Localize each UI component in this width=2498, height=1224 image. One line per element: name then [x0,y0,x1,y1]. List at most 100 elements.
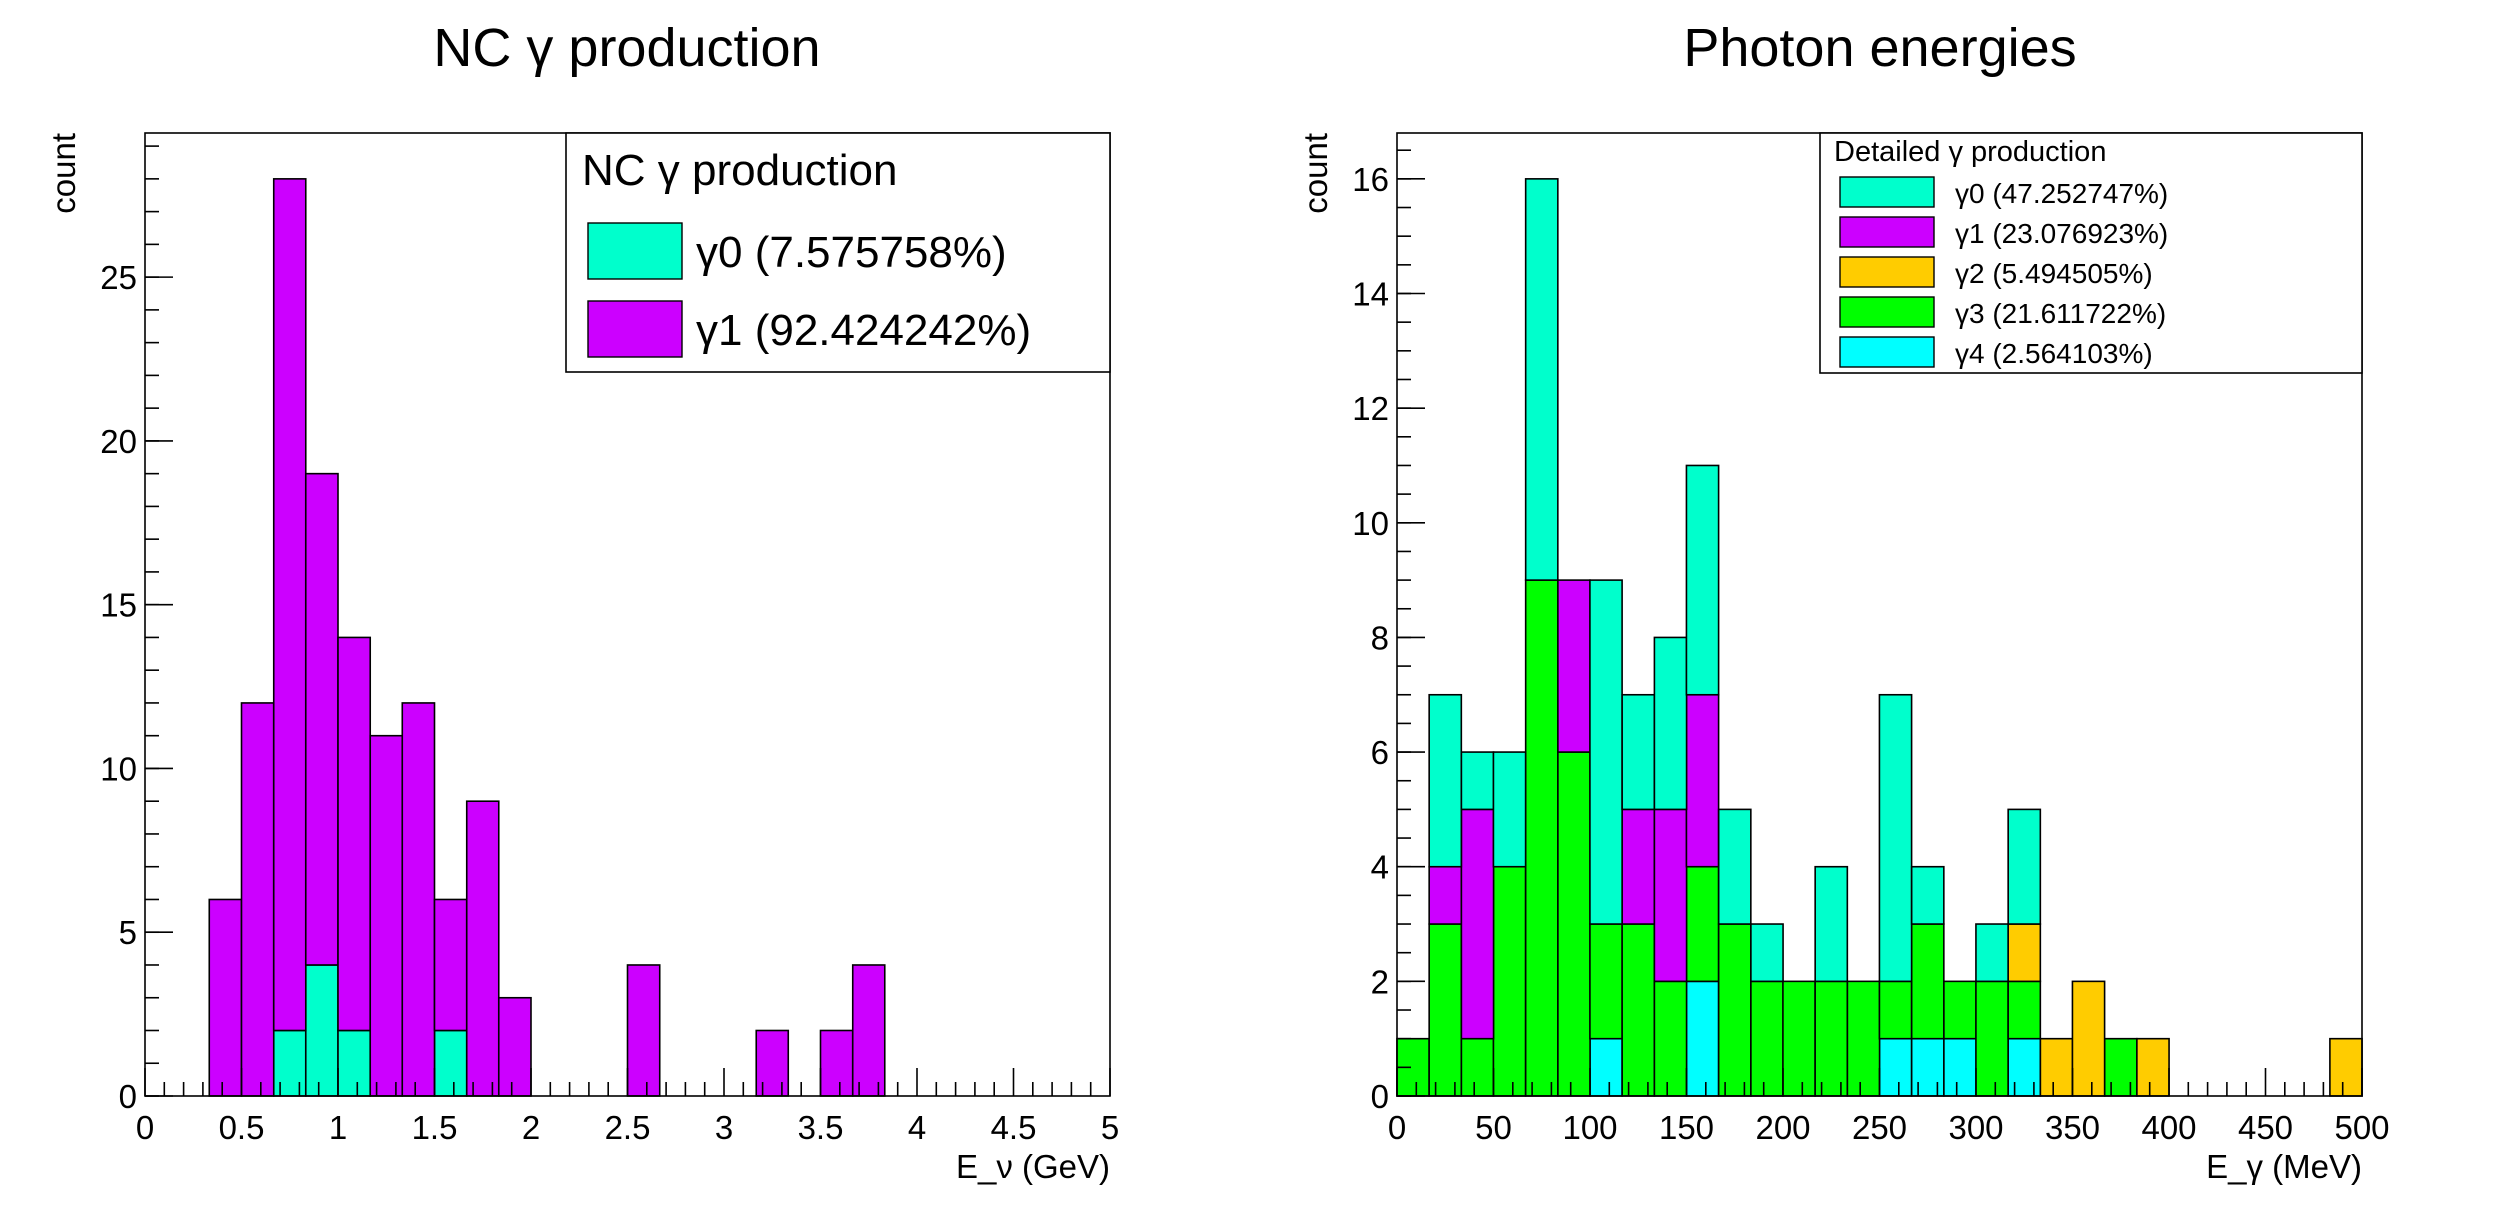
y-tick-label: 25 [100,259,137,296]
x-tick-label: 250 [1852,1109,1907,1146]
histogram-bar-0-6 [1589,1037,1623,1097]
histogram-bar-1-7 [1621,923,1656,1097]
histogram-bar-4-7 [1621,693,1656,811]
legend-swatch [1839,296,1935,328]
histogram-bar-2-23 [2136,1037,2170,1097]
y-tick-label: 5 [119,914,137,951]
histogram-bar-1-10 [626,964,661,1097]
histogram-bar-3-5 [1557,579,1591,753]
histogram-bar-3-9 [1685,693,1720,868]
histogram-bar-1-7 [433,898,468,1032]
histogram-bar-4-18 [1975,923,2009,983]
histogram-bar-4-2 [1460,751,1495,811]
histogram-bar-1-22 [2103,1037,2138,1097]
histogram-bar-1-3 [304,472,339,966]
histogram-bar-0-3 [304,964,339,1097]
legend-title: Detailed γ production [1834,136,2106,168]
histogram-bar-2-19 [2007,923,2042,983]
x-tick-label: 1 [329,1109,347,1146]
histogram-bar-0-17 [1943,1037,1977,1097]
histogram-bar-1-18 [1975,980,2009,1097]
x-tick-label: 5 [1101,1109,1119,1146]
histogram-bar-1-16 [1910,923,1945,1040]
histogram-bar-1-8 [465,800,500,1097]
histogram-bar-1-1 [240,702,275,1097]
histogram-bar-0-16 [1910,1037,1945,1097]
legend-entry-label: γ2 (5.494505%) [1955,258,2153,289]
x-tick-label: 150 [1659,1109,1714,1146]
legend-title: NC γ production [582,146,897,195]
histogram-bar-0-4 [337,1029,372,1097]
histogram-bar-4-3 [1492,751,1527,868]
chart-title: Photon energies [1683,18,2076,78]
y-axis-label: count [45,133,82,214]
legend-entry-label: γ1 (92.424242%) [696,306,1031,355]
legend-swatch [587,222,683,280]
x-tick-label: 0 [1388,1109,1406,1146]
histogram-bar-0-19 [2007,1037,2042,1097]
histogram-bar-1-5 [1557,751,1591,1097]
histogram-bar-1-6 [1589,923,1623,1040]
x-tick-label: 200 [1755,1109,1810,1146]
histogram-bar-1-5 [369,734,404,1097]
histogram-bar-1-11 [1750,980,1784,1097]
legend-swatch [1839,256,1935,288]
y-tick-label: 4 [1371,849,1389,886]
histogram-bar-1-13 [851,964,886,1097]
x-tick-label: 0.5 [219,1109,265,1146]
histogram-bar-4-1 [1428,693,1463,868]
histogram-bar-1-12 [819,1029,854,1097]
x-tick-label: 300 [1948,1109,2003,1146]
legend-entry-label: γ0 (7.575758%) [696,228,1007,277]
x-tick-label: 3.5 [798,1109,844,1146]
histogram-bar-3-7 [1621,808,1656,925]
y-tick-label: 2 [1371,963,1389,1000]
histogram-bar-1-6 [401,702,436,1097]
x-tick-label: 4 [908,1109,926,1146]
histogram-bar-1-10 [1717,923,1752,1097]
y-tick-label: 14 [1352,276,1389,313]
histogram-bar-4-11 [1750,923,1784,983]
histogram-bar-1-2 [1460,1037,1495,1097]
x-tick-label: 1.5 [412,1109,458,1146]
legend-swatch [587,300,683,358]
x-tick-label: 2 [522,1109,540,1146]
y-axis-label: count [1297,133,1334,214]
y-tick-label: 12 [1352,390,1389,427]
histogram-bar-1-2 [272,178,307,1032]
x-tick-label: 400 [2141,1109,2196,1146]
histogram-bar-1-13 [1814,980,1849,1097]
y-tick-label: 8 [1371,619,1389,656]
y-tick-label: 16 [1352,161,1389,198]
histogram-bar-1-11 [755,1029,790,1097]
y-tick-label: 10 [1352,505,1389,542]
histogram-bar-1-8 [1653,980,1688,1097]
legend-box [1819,132,2363,374]
histogram-bar-4-13 [1814,865,1849,983]
histogram-bar-1-3 [1492,865,1527,1097]
histogram-bar-2-20 [2039,1037,2074,1097]
histogram-bar-4-16 [1910,865,1945,925]
x-tick-label: 450 [2238,1109,2293,1146]
x-axis-label: E_γ (MeV) [2206,1148,2362,1185]
histogram-bar-1-1 [1428,923,1463,1097]
y-tick-label: 15 [100,587,137,624]
histogram-bar-1-15 [1878,980,1913,1040]
histogram-bar-4-15 [1878,693,1913,983]
legend-entry-label: γ0 (47.252747%) [1955,178,2168,209]
x-tick-label: 0 [136,1109,154,1146]
histogram-bar-3-2 [1460,808,1495,1040]
histogram-bar-1-0 [208,898,243,1097]
legend-swatch [1839,176,1935,208]
y-tick-label: 0 [1371,1078,1389,1115]
histogram-bar-3-1 [1428,865,1463,925]
histogram-bar-1-17 [1943,980,1977,1040]
histogram-bar-1-14 [1846,980,1881,1097]
histogram-bar-0-15 [1878,1037,1913,1097]
x-tick-label: 500 [2334,1109,2389,1146]
legend-swatch [1839,336,1935,368]
histogram-bar-1-19 [2007,980,2042,1040]
histogram-bar-0-7 [433,1029,468,1097]
legend-entry-label: γ4 (2.564103%) [1955,338,2153,369]
